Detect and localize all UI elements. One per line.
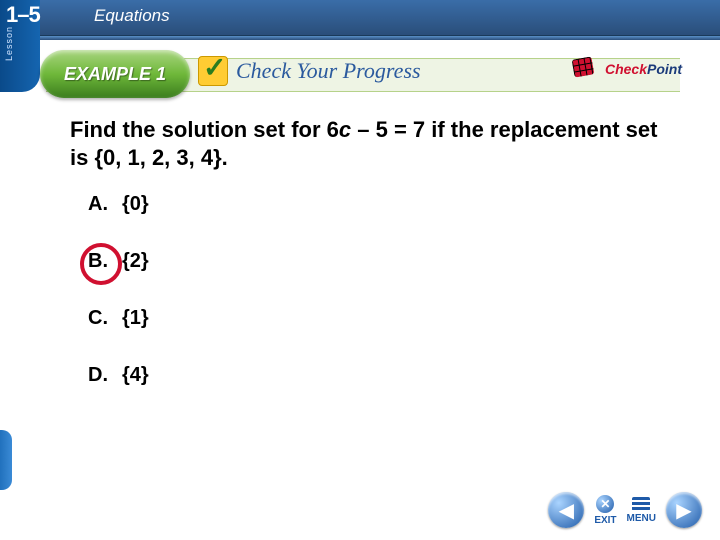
question-prefix: Find the solution set for 6 xyxy=(70,117,339,142)
choice-letter: D. xyxy=(88,364,122,387)
lesson-tab: 1–5 Lesson xyxy=(0,0,40,92)
next-icon: ▶ xyxy=(676,498,691,523)
prev-icon: ◀ xyxy=(559,498,574,523)
choice-d[interactable]: D.{4} xyxy=(88,364,660,387)
choice-text: {1} xyxy=(122,307,149,329)
question-variable: c xyxy=(339,117,351,142)
checkpoint-badge: CheckPoint xyxy=(573,58,682,80)
menu-icon xyxy=(632,497,650,511)
nav-cluster: ◀ ✕ EXIT MENU ▶ xyxy=(548,492,702,528)
check-your-progress: Check Your Progress xyxy=(198,56,421,86)
checkpoint-word2: Point xyxy=(647,61,682,77)
topic-title: Equations xyxy=(94,6,170,26)
question-text: Find the solution set for 6c – 5 = 7 if … xyxy=(70,116,660,171)
exit-button[interactable]: ✕ EXIT xyxy=(594,495,616,526)
exit-label: EXIT xyxy=(594,515,616,526)
prev-button[interactable]: ◀ xyxy=(548,492,584,528)
checkpoint-icon xyxy=(573,58,601,80)
checkpoint-text: CheckPoint xyxy=(605,61,682,77)
menu-label: MENU xyxy=(627,513,656,524)
choice-letter: C. xyxy=(88,307,122,330)
example-label: EXAMPLE 1 xyxy=(64,64,166,85)
menu-button[interactable]: MENU xyxy=(627,497,656,524)
lesson-number: 1–5 xyxy=(6,2,40,28)
example-pod: EXAMPLE 1 xyxy=(40,50,190,98)
next-button[interactable]: ▶ xyxy=(666,492,702,528)
choice-c[interactable]: C.{1} xyxy=(88,307,660,330)
choice-b[interactable]: B.{2} xyxy=(88,250,660,273)
side-tab[interactable] xyxy=(0,430,12,490)
content-area: Find the solution set for 6c – 5 = 7 if … xyxy=(70,116,660,421)
checkmark-icon xyxy=(198,56,228,86)
check-progress-label: Check Your Progress xyxy=(236,58,421,84)
checkpoint-word1: Check xyxy=(605,61,647,77)
choice-letter: B. xyxy=(88,250,122,273)
header-underline xyxy=(0,36,720,40)
lesson-word: Lesson xyxy=(4,26,14,61)
choice-text: {4} xyxy=(122,364,149,386)
choice-letter: A. xyxy=(88,193,122,216)
choice-a[interactable]: A.{0} xyxy=(88,193,660,216)
choice-text: {2} xyxy=(122,250,149,272)
choice-text: {0} xyxy=(122,193,149,215)
close-icon: ✕ xyxy=(596,495,614,513)
